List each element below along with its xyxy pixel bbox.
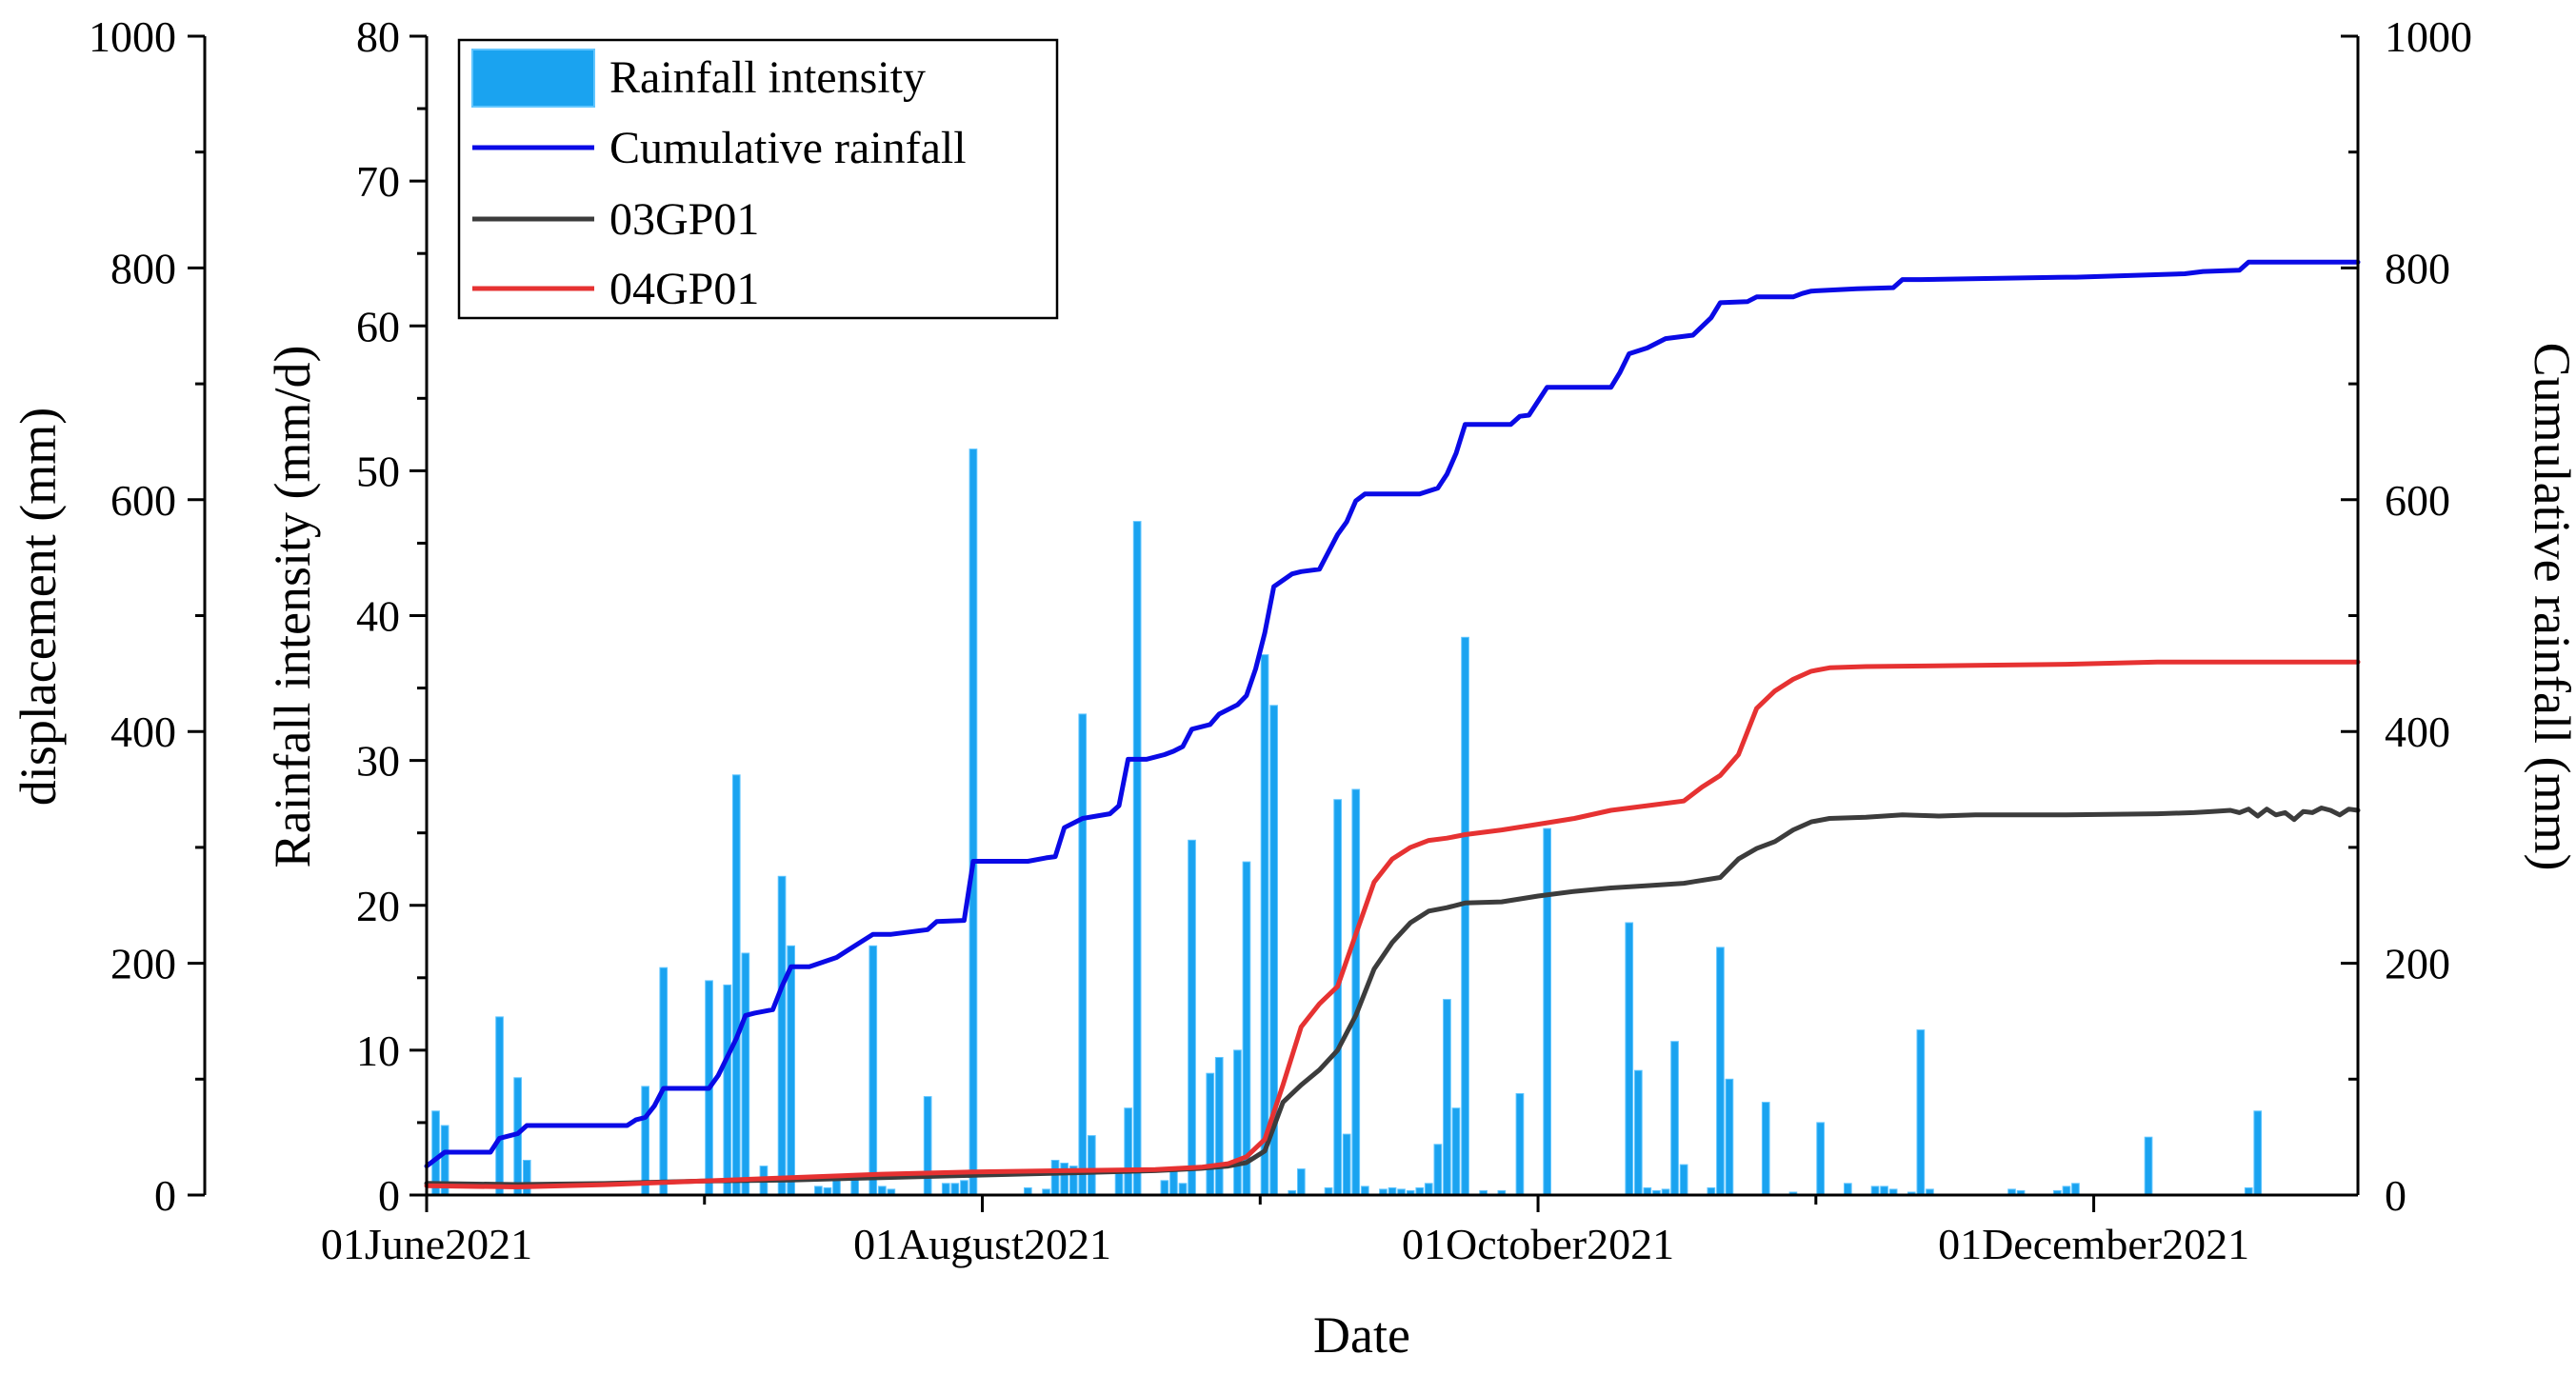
cumulative-rainfall-tick-label: 0	[2385, 1171, 2406, 1220]
displacement-tick-label: 200	[110, 940, 176, 988]
displacement-tick-label: 400	[110, 707, 176, 756]
rainfall-bars	[431, 448, 2263, 1196]
rainfall-bar	[1206, 1072, 1215, 1196]
rainfall-intensity-tick-label: 80	[356, 12, 400, 61]
displacement-tick-label: 0	[154, 1171, 176, 1220]
rainfall-bar	[1178, 1183, 1188, 1196]
rainfall-bar	[1670, 1041, 1679, 1196]
rainfall-bar	[1260, 654, 1269, 1196]
rainfall-bar	[1188, 839, 1196, 1196]
rainfall-bar	[777, 875, 787, 1196]
line-03gp01	[424, 806, 2361, 1187]
cumulative-rainfall-tick-label: 1000	[2385, 12, 2472, 61]
rainfall-bar	[923, 1096, 932, 1196]
rainfall-bar	[1342, 1133, 1351, 1196]
rainfall-bar	[659, 966, 669, 1196]
rainfall-intensity-tick-label: 70	[356, 157, 400, 206]
cumulative-rainfall-tick-label: 800	[2385, 244, 2450, 292]
rainfall-bar	[1424, 1183, 1433, 1196]
rainfall-bar	[1916, 1029, 1926, 1196]
legend-swatch-rainfall-intensity	[471, 49, 595, 108]
rainfall-bar	[1543, 827, 1552, 1196]
rainfall-bar	[1816, 1122, 1826, 1196]
rainfall-bar	[1132, 521, 1142, 1196]
line-04gp01	[424, 659, 2361, 1189]
rainfall-bar	[1844, 1183, 1852, 1196]
cumulative-rainfall-axis-title: Cumulative rainfall (mm)	[2524, 343, 2576, 871]
legend-label-rainfall-intensity: Rainfall intensity	[609, 52, 926, 103]
x-tick-label: 01August2021	[853, 1220, 1111, 1268]
rainfall-bar	[2071, 1183, 2080, 1196]
rainfall-bar	[1233, 1049, 1242, 1196]
rainfall-intensity-tick-label: 30	[356, 737, 400, 786]
cumulative-rainfall-tick-label: 200	[2385, 940, 2450, 988]
displacement-tick-label: 1000	[89, 12, 176, 61]
axes: 0200400600800100001020304050607080020040…	[89, 12, 2472, 1268]
rainfall-intensity-tick-label: 40	[356, 592, 400, 641]
rainfall-bar	[1078, 713, 1088, 1196]
rainfall-bar	[832, 1180, 841, 1196]
rainfall-bar	[1679, 1164, 1688, 1196]
rainfall-bar	[1515, 1093, 1525, 1196]
rainfall-bar	[960, 1180, 968, 1196]
rainfall-bar	[1214, 1057, 1224, 1196]
rainfall-bar	[950, 1183, 960, 1196]
legend: Rainfall intensity Cumulative rainfall 0…	[457, 38, 1059, 320]
rainfall-bar	[1351, 788, 1361, 1196]
rainfall-bar	[1716, 947, 1725, 1196]
rainfall-bar	[968, 448, 978, 1196]
line-series	[424, 259, 2361, 1189]
rainfall-bar	[1124, 1107, 1133, 1196]
rainfall-bar	[1242, 861, 1251, 1196]
rainfall-bar	[641, 1086, 649, 1196]
rainfall-bar	[1634, 1069, 1643, 1196]
rainfall-intensity-tick-label: 20	[356, 882, 400, 930]
rainfall-bar	[1625, 922, 1634, 1196]
rainfall-bar	[1050, 1160, 1060, 1196]
rainfall-intensity-axis-title: Rainfall intensity (mm/d)	[264, 346, 321, 868]
legend-label-cumulative-rainfall: Cumulative rainfall	[609, 123, 967, 173]
cumulative-rainfall-tick-label: 400	[2385, 707, 2450, 756]
rainfall-bar	[1761, 1102, 1770, 1196]
rainfall-bar	[1169, 1168, 1178, 1196]
rainfall-bar	[1333, 799, 1343, 1196]
rainfall-bar	[495, 1016, 504, 1196]
rainfall-intensity-tick-label: 60	[356, 302, 400, 350]
rainfall-bar	[1433, 1144, 1443, 1196]
displacement-tick-label: 800	[110, 244, 176, 292]
x-tick-label: 01December2021	[1938, 1220, 2249, 1268]
rainfall-bar	[2144, 1136, 2153, 1196]
rainfall-bar	[1297, 1168, 1306, 1196]
rainfall-intensity-tick-label: 50	[356, 447, 400, 495]
rainfall-bar	[1461, 636, 1469, 1196]
rainfall-bar	[1725, 1078, 1734, 1196]
rainfall-bar	[941, 1183, 950, 1196]
legend-label-04gp01: 04GP01	[609, 264, 759, 314]
cumulative-rainfall-line	[424, 259, 2361, 1169]
rainfall-bar	[2253, 1110, 2263, 1196]
cumulative-rainfall-tick-label: 600	[2385, 476, 2450, 525]
rainfall-bar	[1451, 1107, 1461, 1196]
rainfall-bar	[731, 774, 741, 1196]
rainfall-bar	[787, 945, 795, 1196]
rainfall-bar	[1160, 1180, 1169, 1196]
rainfall-intensity-tick-label: 10	[356, 1026, 400, 1075]
rainfall-bar	[723, 984, 732, 1196]
x-axis-title: Date	[1313, 1306, 1410, 1364]
x-tick-label: 01October2021	[1402, 1220, 1674, 1268]
rainfall-intensity-tick-label: 0	[378, 1171, 400, 1220]
rainfall-bar	[741, 952, 750, 1196]
rainfall-bar	[869, 945, 878, 1196]
x-tick-label: 01June2021	[321, 1220, 532, 1268]
rainfall-bar	[1060, 1163, 1069, 1196]
displacement-axis-title: displacement (mm)	[10, 408, 67, 806]
rainfall-bar	[522, 1160, 531, 1196]
displacement-tick-label: 600	[110, 476, 176, 525]
rainfall-bar	[1088, 1135, 1096, 1196]
rainfall-bar	[1443, 999, 1451, 1196]
legend-label-03gp01: 03GP01	[609, 194, 759, 245]
